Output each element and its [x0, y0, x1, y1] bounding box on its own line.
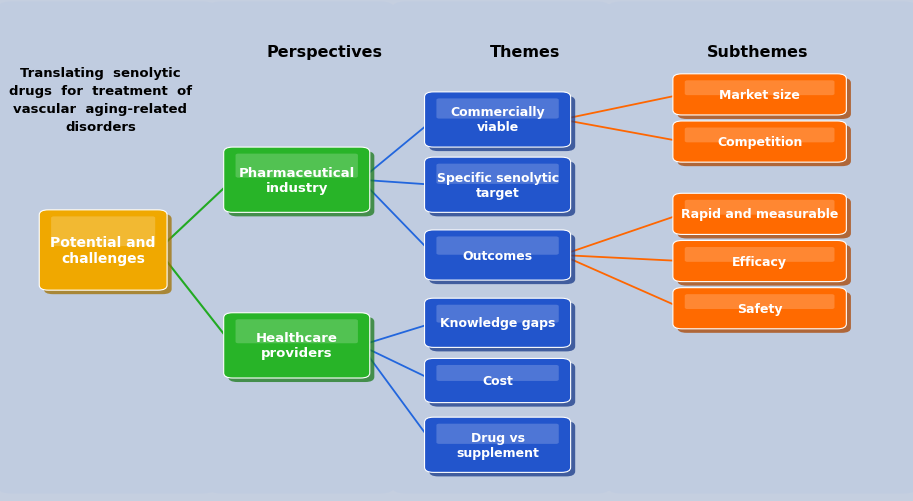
FancyBboxPatch shape: [685, 295, 834, 310]
FancyBboxPatch shape: [44, 214, 172, 295]
FancyBboxPatch shape: [429, 162, 575, 217]
FancyBboxPatch shape: [207, 3, 394, 493]
FancyBboxPatch shape: [0, 3, 216, 493]
FancyBboxPatch shape: [677, 126, 851, 167]
Text: Pharmaceutical
industry: Pharmaceutical industry: [238, 166, 355, 194]
FancyBboxPatch shape: [607, 3, 913, 493]
Text: Outcomes: Outcomes: [463, 249, 532, 262]
FancyBboxPatch shape: [673, 75, 846, 116]
FancyBboxPatch shape: [673, 194, 846, 235]
FancyBboxPatch shape: [685, 247, 834, 263]
Text: Market size: Market size: [719, 89, 800, 102]
FancyBboxPatch shape: [673, 288, 846, 329]
Text: Themes: Themes: [489, 45, 561, 60]
FancyBboxPatch shape: [685, 81, 834, 96]
FancyBboxPatch shape: [677, 79, 851, 120]
FancyBboxPatch shape: [436, 164, 559, 184]
FancyBboxPatch shape: [51, 217, 155, 246]
FancyBboxPatch shape: [425, 359, 571, 403]
FancyBboxPatch shape: [429, 234, 575, 285]
FancyBboxPatch shape: [224, 313, 370, 378]
FancyBboxPatch shape: [673, 241, 846, 282]
Text: Subthemes: Subthemes: [707, 45, 809, 60]
FancyBboxPatch shape: [429, 363, 575, 407]
FancyBboxPatch shape: [685, 128, 834, 143]
FancyBboxPatch shape: [236, 154, 358, 178]
FancyBboxPatch shape: [436, 237, 559, 255]
FancyBboxPatch shape: [236, 320, 358, 344]
FancyBboxPatch shape: [425, 417, 571, 472]
FancyBboxPatch shape: [39, 210, 167, 291]
FancyBboxPatch shape: [677, 198, 851, 239]
Text: Specific senolytic
target: Specific senolytic target: [436, 171, 559, 199]
FancyBboxPatch shape: [425, 230, 571, 281]
FancyBboxPatch shape: [392, 3, 611, 493]
FancyBboxPatch shape: [425, 158, 571, 213]
Text: Safety: Safety: [737, 302, 782, 315]
Text: Potential and
challenges: Potential and challenges: [50, 235, 156, 266]
FancyBboxPatch shape: [228, 317, 374, 382]
Text: Healthcare
providers: Healthcare providers: [256, 332, 338, 360]
FancyBboxPatch shape: [436, 424, 559, 444]
Text: Efficacy: Efficacy: [732, 255, 787, 268]
FancyBboxPatch shape: [677, 245, 851, 286]
FancyBboxPatch shape: [228, 152, 374, 217]
FancyBboxPatch shape: [224, 148, 370, 213]
FancyBboxPatch shape: [429, 97, 575, 152]
FancyBboxPatch shape: [436, 305, 559, 323]
Text: Drug vs
supplement: Drug vs supplement: [456, 431, 539, 459]
Text: Translating  senolytic
drugs  for  treatment  of
vascular  aging-related
disorde: Translating senolytic drugs for treatmen…: [9, 67, 192, 134]
FancyBboxPatch shape: [677, 292, 851, 333]
Text: Commercially
viable: Commercially viable: [450, 106, 545, 134]
Text: Perspectives: Perspectives: [266, 45, 383, 60]
FancyBboxPatch shape: [436, 99, 559, 119]
FancyBboxPatch shape: [685, 200, 834, 215]
Text: Competition: Competition: [717, 136, 803, 149]
Text: Cost: Cost: [482, 374, 513, 387]
FancyBboxPatch shape: [425, 93, 571, 148]
FancyBboxPatch shape: [673, 122, 846, 163]
FancyBboxPatch shape: [429, 421, 575, 476]
FancyBboxPatch shape: [436, 365, 559, 381]
FancyBboxPatch shape: [425, 299, 571, 348]
Text: Rapid and measurable: Rapid and measurable: [681, 208, 838, 221]
Text: Knowledge gaps: Knowledge gaps: [440, 317, 555, 330]
FancyBboxPatch shape: [429, 303, 575, 352]
